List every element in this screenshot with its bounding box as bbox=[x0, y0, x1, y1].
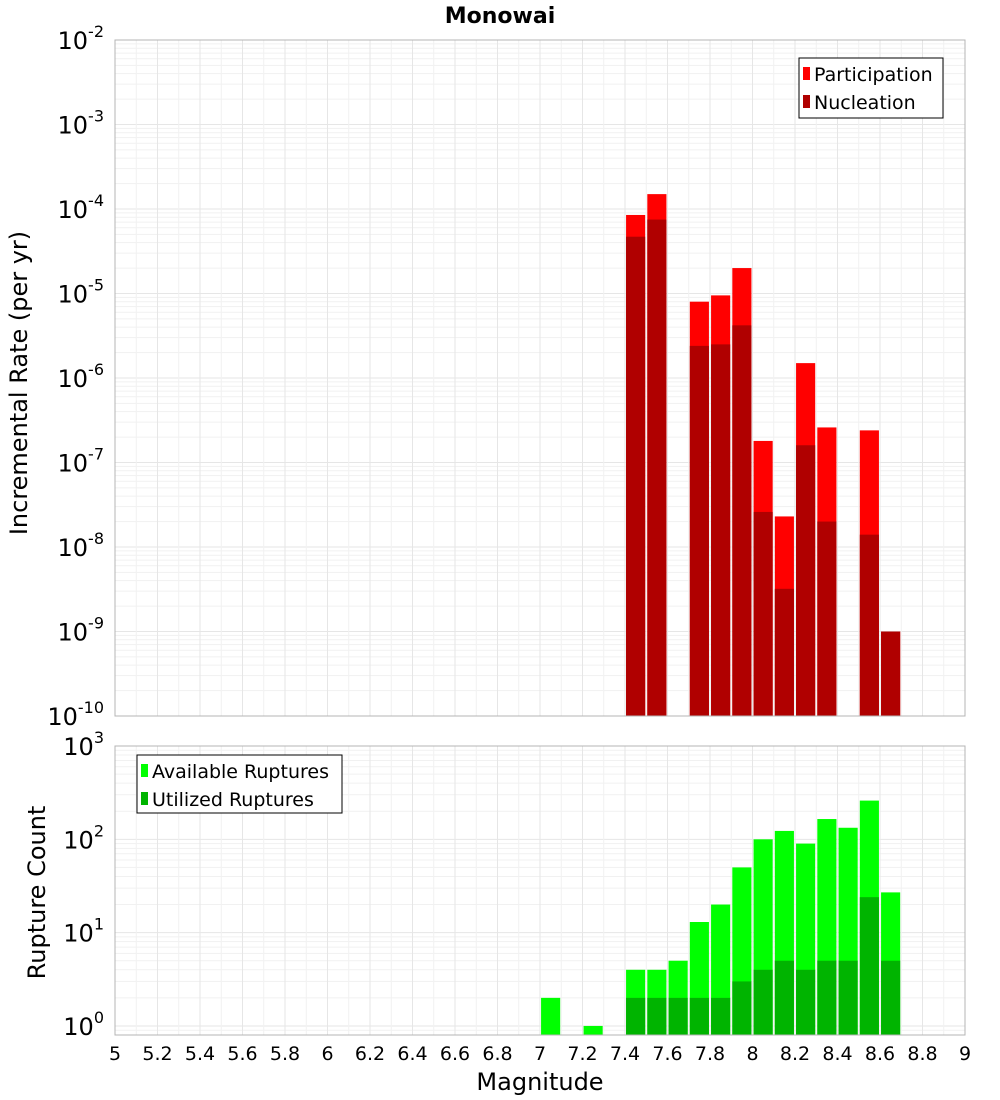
x-tick-label: 8.4 bbox=[822, 1043, 852, 1065]
bottom-legend-swatch bbox=[141, 764, 148, 777]
bottom-bar-utilized-ruptures bbox=[626, 997, 646, 1035]
bottom-y-tick-label: 101 bbox=[63, 915, 104, 948]
bottom-bar-utilized-ruptures bbox=[838, 960, 858, 1035]
bottom-panel-y-ticks: 103 102 101 100 bbox=[63, 728, 104, 1041]
top-legend: Participation Nucleation bbox=[798, 57, 944, 119]
bottom-legend-label: Available Ruptures bbox=[152, 761, 329, 783]
top-y-tick-label: 10-3 bbox=[58, 107, 105, 140]
x-tick-label: 6.2 bbox=[355, 1043, 385, 1065]
bottom-panel-frame bbox=[114, 745, 966, 1036]
bottom-bar-utilized-ruptures bbox=[817, 960, 837, 1035]
bottom-legend-swatch bbox=[141, 792, 148, 805]
top-legend-swatch bbox=[803, 67, 810, 80]
top-bar-nucleation bbox=[774, 588, 794, 716]
bottom-bar-available-ruptures bbox=[541, 997, 561, 1035]
bottom-legend-box bbox=[136, 754, 343, 814]
top-bar-nucleation bbox=[753, 511, 773, 716]
x-tick-label: 8.2 bbox=[780, 1043, 810, 1065]
bottom-bar-utilized-ruptures bbox=[753, 969, 773, 1035]
top-bar-nucleation bbox=[711, 344, 731, 716]
top-y-tick-label: 10-5 bbox=[58, 276, 105, 309]
bottom-bar-utilized-ruptures bbox=[668, 997, 688, 1035]
top-bar-nucleation bbox=[881, 631, 901, 716]
x-tick-label: 7.2 bbox=[567, 1043, 597, 1065]
top-legend-box bbox=[798, 57, 944, 119]
top-legend-label: Participation bbox=[814, 64, 933, 86]
x-tick-label: 6.8 bbox=[482, 1043, 512, 1065]
x-tick-label: 9 bbox=[959, 1043, 971, 1065]
top-y-tick-label: 10-10 bbox=[47, 698, 104, 731]
top-bar-nucleation bbox=[859, 534, 879, 716]
x-tick-label: 7.6 bbox=[652, 1043, 682, 1065]
top-panel-bars bbox=[626, 194, 901, 717]
x-tick-label: 6.4 bbox=[397, 1043, 427, 1065]
x-tick-label: 8.8 bbox=[907, 1043, 937, 1065]
bottom-bar-utilized-ruptures bbox=[711, 997, 731, 1035]
bottom-y-axis-label: Rupture Count bbox=[23, 806, 51, 980]
top-y-axis-label: Incremental Rate (per yr) bbox=[5, 231, 33, 535]
top-legend-swatch bbox=[803, 95, 810, 108]
x-tick-label: 5.8 bbox=[270, 1043, 300, 1065]
bottom-bar-utilized-ruptures bbox=[881, 960, 901, 1035]
bottom-legend: Available Ruptures Utilized Ruptures bbox=[136, 754, 343, 814]
x-tick-label: 6 bbox=[321, 1043, 333, 1065]
top-y-tick-label: 10-9 bbox=[58, 614, 105, 647]
x-tick-label: 7.8 bbox=[695, 1043, 725, 1065]
top-y-tick-label: 10-4 bbox=[58, 191, 105, 224]
top-y-tick-label: 10-7 bbox=[58, 445, 105, 478]
bottom-panel-bars bbox=[541, 800, 901, 1035]
bottom-y-tick-label: 102 bbox=[63, 821, 104, 854]
x-tick-label: 6.6 bbox=[440, 1043, 470, 1065]
x-tick-label: 5.4 bbox=[185, 1043, 215, 1065]
x-axis-label: Magnitude bbox=[476, 1068, 603, 1096]
x-tick-label: 7.4 bbox=[610, 1043, 640, 1065]
top-y-tick-label: 10-8 bbox=[58, 529, 105, 562]
top-bar-nucleation bbox=[817, 521, 837, 716]
top-bar-nucleation bbox=[796, 445, 816, 716]
top-bar-nucleation bbox=[689, 345, 709, 716]
top-legend-label: Nucleation bbox=[814, 92, 916, 114]
top-bar-nucleation bbox=[626, 236, 646, 716]
top-panel-grid bbox=[114, 39, 966, 717]
top-y-tick-label: 10-2 bbox=[58, 22, 105, 55]
x-tick-label: 7 bbox=[534, 1043, 546, 1065]
top-panel-frame bbox=[114, 39, 966, 717]
x-tick-label: 8.6 bbox=[865, 1043, 895, 1065]
bottom-bar-utilized-ruptures bbox=[647, 997, 667, 1035]
top-panel-y-ticks: 10-2 10-3 10-4 10-5 10-6 10-7 10-8 10-9 10-10 bbox=[47, 22, 104, 731]
bottom-bar-utilized-ruptures bbox=[774, 960, 794, 1035]
x-axis-ticks: 5 5.2 5.4 5.6 5.8 6 6.2 6.4 6.6 6.8 7 7.2 7.4 7.6 7.8 8… bbox=[109, 1043, 971, 1065]
bottom-bar-utilized-ruptures bbox=[732, 981, 752, 1035]
bottom-y-tick-label: 100 bbox=[63, 1008, 104, 1041]
chart-title: Monowai bbox=[445, 4, 556, 29]
bottom-bar-available-ruptures bbox=[583, 1025, 603, 1035]
x-tick-label: 5 bbox=[109, 1043, 121, 1065]
bottom-legend-label: Utilized Ruptures bbox=[152, 789, 314, 811]
x-tick-label: 8 bbox=[746, 1043, 758, 1065]
bottom-bar-utilized-ruptures bbox=[859, 897, 879, 1035]
x-tick-label: 5.6 bbox=[227, 1043, 257, 1065]
top-bar-nucleation bbox=[732, 325, 752, 716]
bottom-bar-utilized-ruptures bbox=[796, 969, 816, 1035]
top-bar-nucleation bbox=[647, 219, 667, 717]
top-y-tick-label: 10-6 bbox=[58, 360, 105, 393]
x-tick-label: 5.2 bbox=[142, 1043, 172, 1065]
bottom-bar-utilized-ruptures bbox=[689, 997, 709, 1035]
bottom-y-tick-label: 103 bbox=[63, 728, 104, 761]
